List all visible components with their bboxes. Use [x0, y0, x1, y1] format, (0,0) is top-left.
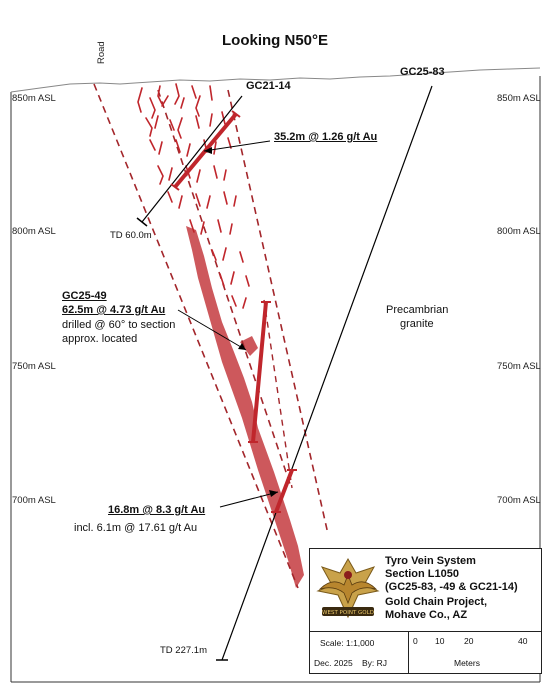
- leader-gc25-49-arrow: [238, 343, 246, 350]
- leader-gc21-14-arrow: [204, 147, 212, 154]
- gc21-14-intercept-top-tick: [231, 110, 241, 118]
- gc25-83-intercept-label: 16.8m @ 8.3 g/t Au: [108, 504, 206, 516]
- legend-line-2: Section L1050: [385, 568, 459, 580]
- logo-text: WEST POINT GOLD: [322, 610, 374, 616]
- gc25-83-trace: [221, 85, 433, 661]
- elev-right-750: 750m ASL: [497, 361, 541, 372]
- title-block: WEST POINT GOLD Tyro Vein System Section…: [309, 548, 542, 674]
- legend-line-4: Gold Chain Project,: [385, 596, 488, 608]
- gc25-83-intercept: [274, 469, 294, 513]
- title-block-divider: [310, 631, 541, 632]
- gc25-49-note-2: approx. located: [62, 333, 138, 345]
- gc25-83-label: GC25-83: [400, 66, 445, 78]
- legend-line-1: Tyro Vein System: [385, 555, 476, 567]
- legend-line-3: (GC25-83, -49 & GC21-14): [385, 581, 518, 593]
- leader-gc25-49: [177, 309, 247, 351]
- scale-tick-20: 20: [464, 636, 474, 646]
- elev-left-800: 800m ASL: [12, 226, 56, 237]
- elev-right-850: 850m ASL: [497, 93, 541, 104]
- stockwork-veinlets: [137, 83, 250, 309]
- mineralized-zone: [186, 226, 304, 588]
- topography-line: [10, 67, 541, 93]
- gc21-14-td-tick: [136, 217, 148, 227]
- vein-envelope-middle: [157, 89, 291, 485]
- gc25-49-label: GC25-49: [62, 290, 107, 302]
- elev-right-800: 800m ASL: [497, 226, 541, 237]
- company-logo: WEST POINT GOLD: [316, 557, 380, 619]
- elev-right-700: 700m ASL: [497, 495, 541, 506]
- gc25-49-intercept: [251, 301, 268, 443]
- rock-label-line1: Precambrian: [386, 304, 449, 316]
- scale-tick-10: 10: [435, 636, 445, 646]
- road-label: Road: [96, 41, 107, 64]
- zone-lobe: [240, 336, 258, 356]
- gc21-14-td: TD 60.0m: [110, 230, 152, 241]
- leader-gc21-14: [203, 140, 271, 152]
- gc21-14-intercept-label: 35.2m @ 1.26 g/t Au: [274, 131, 378, 143]
- rock-label-line2: granite: [400, 318, 434, 330]
- leader-gc25-83: [219, 491, 279, 508]
- author-text: By: RJ: [362, 658, 388, 668]
- elev-left-750: 750m ASL: [12, 361, 56, 372]
- gc21-14-trace: [141, 95, 243, 223]
- gc25-49-intercept-label: 62.5m @ 4.73 g/t Au: [62, 304, 166, 316]
- figure-title: Looking N50°E: [222, 32, 329, 49]
- gc21-14-label: GC21-14: [246, 80, 291, 92]
- scale-tick-40: 40: [518, 636, 528, 646]
- vein-envelope-right: [227, 89, 329, 535]
- legend-line-5: Mohave Co., AZ: [385, 609, 468, 621]
- elev-left-700: 700m ASL: [12, 495, 56, 506]
- vein-envelope-inner: [263, 299, 293, 489]
- vein-envelope-left: [93, 83, 299, 589]
- scale-tick-0: 0: [413, 636, 418, 646]
- gc25-83-td: TD 227.1m: [160, 645, 207, 656]
- scale-unit: Meters: [454, 658, 480, 668]
- scale-text: Scale: 1:1,000: [320, 638, 375, 648]
- leader-gc25-83-arrow: [269, 490, 278, 497]
- gc25-83-incl-label: incl. 6.1m @ 17.61 g/t Au: [74, 522, 198, 534]
- gc25-49-note-1: drilled @ 60° to section: [62, 319, 176, 331]
- date-text: Dec. 2025: [314, 658, 353, 668]
- gc21-14-intercept-bottom-tick: [170, 183, 180, 191]
- elev-left-850: 850m ASL: [12, 93, 56, 104]
- title-block-vdivider: [408, 631, 409, 673]
